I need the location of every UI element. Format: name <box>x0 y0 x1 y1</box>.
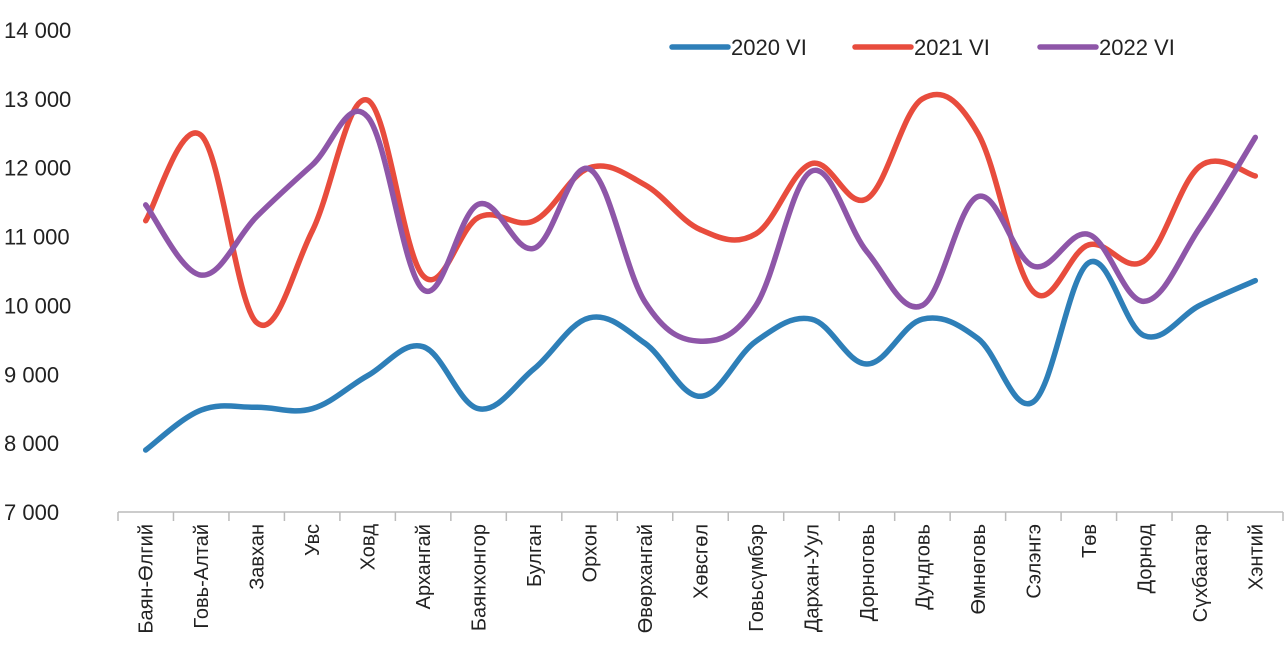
y-tick-label: 7 000 <box>4 500 59 525</box>
x-axis: Баян-Өлгий Говь-Алтай Завхан Увс Ховд Арханга… <box>117 511 1284 634</box>
legend-item: 2022 VI <box>1037 35 1175 60</box>
y-tick-label: 14 000 <box>4 18 71 43</box>
x-tick-label: Говьсүмбэр <box>746 524 768 632</box>
x-tick-label: Баянхонгор <box>469 524 491 631</box>
legend-item: 2020 VI <box>669 35 807 60</box>
x-tick-label: Увс <box>302 524 324 556</box>
y-tick-label: 13 000 <box>4 87 71 112</box>
series-points <box>145 98 1256 323</box>
legend-item: 2021 VI <box>852 35 990 60</box>
series-line-2022-vi <box>142 108 1259 344</box>
x-tick-label: Архангай <box>413 524 435 609</box>
x-tick-label: Өвөрхангай <box>635 524 657 633</box>
x-tick-label: Говь-Алтай <box>191 524 213 629</box>
legend-label: 2021 VI <box>914 35 990 60</box>
x-tick-label: Хөвсгөл <box>691 524 713 599</box>
x-tick-label: Дорнод <box>1134 524 1156 594</box>
x-tick-label: Орхон <box>580 524 602 582</box>
y-tick-label: 10 000 <box>4 293 71 318</box>
y-tick-label: 8 000 <box>4 431 59 456</box>
x-tick-label: Хэнтий <box>1245 524 1267 590</box>
x-tick-label: Дундговь <box>912 524 934 610</box>
x-tick-label: Өмнөговь <box>968 524 990 615</box>
x-tick-label: Завхан <box>247 524 269 590</box>
y-axis: 7 000 8 000 9 000 10 000 11 000 12 000 13 000 1… <box>4 18 71 525</box>
x-tick-label: Булган <box>524 524 546 587</box>
x-tick-label: Дархан-Уул <box>801 524 823 632</box>
x-tick-label: Ховд <box>358 524 380 571</box>
x-tick-label: Төв <box>1079 524 1101 558</box>
y-tick-label: 9 000 <box>4 362 59 387</box>
series-points <box>145 116 1256 342</box>
series-lines <box>142 91 1259 453</box>
series-line-2020-vi <box>142 258 1259 453</box>
y-tick-label: 11 000 <box>4 225 70 250</box>
x-tick-label: Сэлэнгэ <box>1023 524 1045 599</box>
x-tick-label: Дорноговь <box>857 524 879 621</box>
series-line-2021-vi <box>142 91 1259 328</box>
y-tick-label: 12 000 <box>4 156 71 181</box>
legend-label: 2022 VI <box>1099 35 1175 60</box>
legend-label: 2020 VI <box>731 35 807 60</box>
x-tick-label: Баян-Өлгий <box>136 524 158 634</box>
series-points <box>145 262 1256 451</box>
legend: 2020 VI 2021 VI 2022 VI <box>669 35 1175 60</box>
x-tick-label: Сүхбаатар <box>1190 524 1212 622</box>
